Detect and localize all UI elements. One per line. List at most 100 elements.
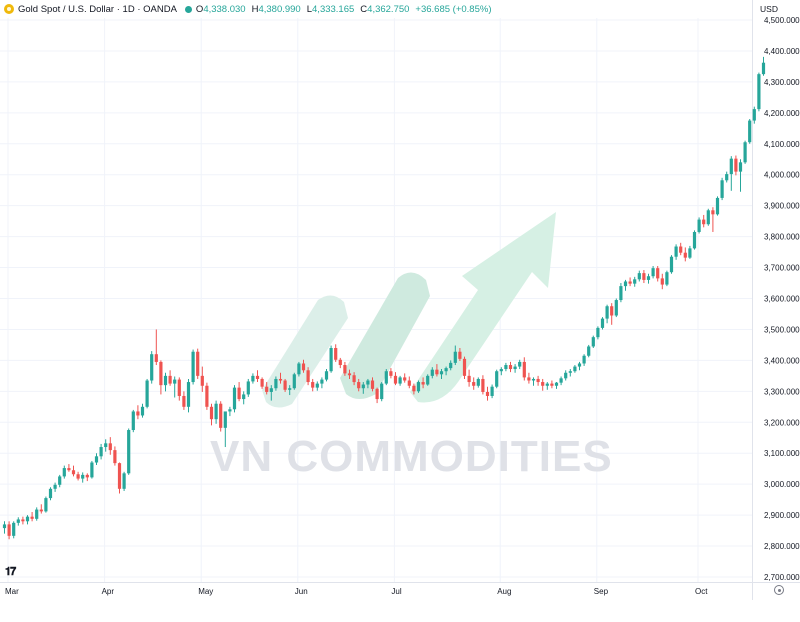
candle-body [628,281,632,284]
candle [44,496,48,513]
candle-body [554,382,559,386]
time-axis[interactable]: Mar Apr May Jun Jul Aug Sep Oct [5,587,708,596]
candle [48,487,53,501]
candle [205,382,209,410]
close-label: C [360,3,368,15]
candle-body [25,516,30,522]
candle-body [467,375,471,383]
candle-body [614,300,618,316]
candle [219,401,223,432]
candle [421,377,425,389]
candle-body [679,246,683,253]
candle-body [214,403,218,420]
candle-body [127,430,131,474]
candle [163,372,168,392]
candle [297,361,301,377]
symbol-title[interactable]: Gold Spot / U.S. Dollar · 1D · OANDA [18,3,177,15]
candle-body [219,403,223,428]
open-label: O [195,3,204,15]
candle [214,400,218,424]
candle [403,373,407,383]
candle [720,177,724,201]
candle [209,403,214,426]
candle [568,369,572,377]
candle-body [7,524,11,536]
candle-body [12,522,16,536]
candle [347,369,352,379]
candle [688,245,692,259]
candle [62,465,66,479]
candle [223,411,227,448]
candle [513,364,517,373]
candle [301,359,306,373]
candle-body [531,378,536,381]
candle-body [366,380,370,385]
candle [35,507,39,521]
month-tick-label: May [198,587,213,596]
candle-body [660,278,664,285]
price-tick-label: 3,100.000 [764,449,800,458]
candle-body [398,377,402,384]
candle [145,378,149,409]
candle-body [274,378,278,389]
close-value: 4,362.750 [367,3,410,15]
candle [237,382,241,402]
candle [545,382,549,390]
candle [168,370,172,386]
candle-body [53,484,57,489]
candle [660,273,664,290]
candle-body [384,371,388,384]
candle-body [577,363,582,367]
candle [669,255,674,274]
candle [439,369,444,379]
candle [260,377,264,389]
open-value: 4,338.030 [203,3,246,15]
candle-body [738,162,743,172]
candle-body [674,246,678,257]
candle [605,304,609,324]
candle [600,317,605,330]
candle [485,386,490,401]
candle-body [320,379,324,384]
chart-header: Gold Spot / U.S. Dollar · 1D · OANDA O 4,… [0,0,750,18]
candle-body [697,219,701,232]
candle [361,382,365,394]
candle [527,372,531,384]
candle-body [757,74,761,110]
tradingview-logo-icon[interactable]: 𝟏𝟕 [5,566,16,578]
candle [90,460,94,479]
settings-icon[interactable] [774,585,784,595]
candle [725,171,729,183]
candle-body [743,142,747,163]
candle-body [48,488,53,499]
price-tick-label: 4,300.000 [764,78,800,87]
candle-body [352,375,356,383]
candle-body [582,355,586,364]
candle [651,266,655,279]
candle [596,326,600,340]
candle-body [297,363,301,375]
candle [288,385,292,396]
candle [637,270,641,282]
candle-body [182,395,186,407]
currency-selector[interactable]: USD [760,4,778,14]
price-tick-label: 2,700.000 [764,573,800,582]
candle-body [62,468,66,477]
candle-body [113,450,117,464]
candle-body [301,363,306,371]
candle [136,405,140,420]
candle-body [223,411,227,428]
candle-body [462,358,467,376]
price-axis[interactable]: 2,700.000 2,800.000 2,900.000 3,000.000 3,10… [764,16,800,582]
candle [531,377,536,386]
candle-body [39,509,43,512]
price-tick-label: 4,400.000 [764,47,800,56]
candle-body [81,474,85,479]
candle [278,372,283,384]
candle-body [499,369,503,372]
price-change: +36.685 (+0.85%) [415,3,492,15]
price-tick-label: 3,300.000 [764,387,800,396]
candle [633,276,637,287]
candle-body [329,348,333,372]
